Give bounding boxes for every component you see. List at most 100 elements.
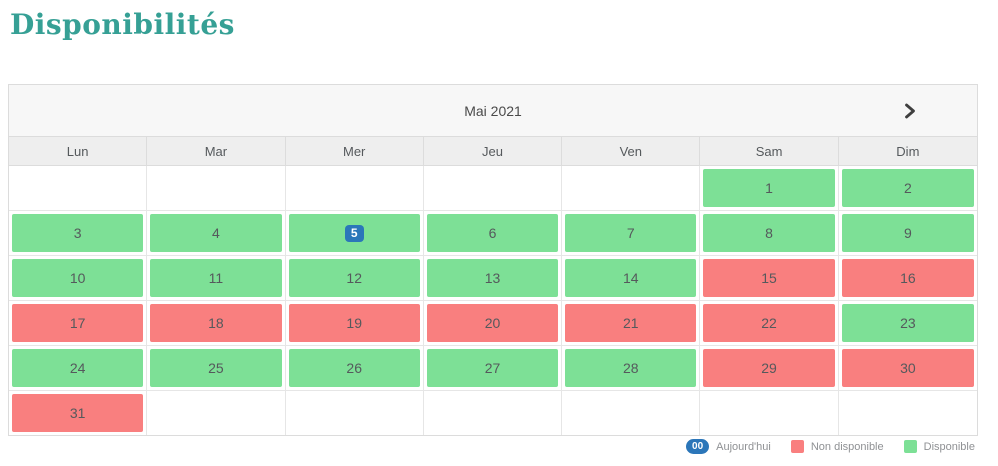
today-badge: 5 bbox=[344, 224, 364, 242]
day-21-unavailable[interactable]: 21 bbox=[565, 304, 697, 342]
day-28-available[interactable]: 28 bbox=[565, 349, 697, 387]
weekday-label-lun: Lun bbox=[9, 137, 148, 165]
day-27-available[interactable]: 27 bbox=[426, 349, 559, 387]
day-cell: 23 bbox=[839, 301, 977, 345]
week-row: 31 bbox=[9, 391, 977, 435]
day-16-unavailable[interactable]: 16 bbox=[841, 259, 974, 297]
day-14-available[interactable]: 14 bbox=[565, 259, 697, 297]
day-19-unavailable[interactable]: 19 bbox=[288, 304, 420, 342]
next-month-button[interactable] bbox=[899, 100, 921, 122]
day-cell: 27 bbox=[424, 346, 563, 390]
weekday-label-sam: Sam bbox=[700, 137, 839, 165]
day-cell: 17 bbox=[9, 301, 148, 345]
day-4-available[interactable]: 4 bbox=[150, 214, 282, 252]
day-10-available[interactable]: 10 bbox=[12, 259, 144, 297]
day-cell: 26 bbox=[286, 346, 424, 390]
empty-day-cell bbox=[9, 166, 148, 210]
day-13-available[interactable]: 13 bbox=[426, 259, 559, 297]
day-2-available[interactable]: 2 bbox=[841, 169, 974, 207]
day-cell: 19 bbox=[286, 301, 424, 345]
day-cell: 11 bbox=[147, 256, 286, 300]
legend-unavailable-label: Non disponible bbox=[810, 440, 884, 453]
day-cell: 13 bbox=[424, 256, 563, 300]
day-9-available[interactable]: 9 bbox=[841, 214, 974, 252]
empty-day-cell bbox=[147, 166, 286, 210]
day-31-unavailable[interactable]: 31 bbox=[12, 394, 144, 432]
today-badge-icon: 00 bbox=[686, 439, 710, 454]
day-cell: 1 bbox=[700, 166, 839, 210]
weekday-label-ven: Ven bbox=[562, 137, 701, 165]
empty-day-cell bbox=[286, 391, 424, 435]
day-cell: 28 bbox=[562, 346, 701, 390]
day-1-available[interactable]: 1 bbox=[703, 169, 835, 207]
day-11-available[interactable]: 11 bbox=[150, 259, 282, 297]
day-cell: 15 bbox=[700, 256, 839, 300]
day-30-unavailable[interactable]: 30 bbox=[841, 349, 974, 387]
day-25-available[interactable]: 25 bbox=[150, 349, 282, 387]
empty-day-cell bbox=[147, 391, 286, 435]
legend-available-label: Disponible bbox=[923, 440, 975, 453]
day-cell: 8 bbox=[700, 211, 839, 255]
day-cell: 4 bbox=[147, 211, 286, 255]
empty-day-cell bbox=[424, 166, 563, 210]
day-20-unavailable[interactable]: 20 bbox=[426, 304, 559, 342]
day-cell: 5 bbox=[286, 211, 424, 255]
legend-item-available: Disponible bbox=[903, 440, 975, 453]
day-12-available[interactable]: 12 bbox=[288, 259, 420, 297]
empty-day-cell bbox=[562, 166, 701, 210]
day-26-available[interactable]: 26 bbox=[288, 349, 420, 387]
day-cell: 7 bbox=[562, 211, 701, 255]
day-cell: 14 bbox=[562, 256, 701, 300]
day-8-available[interactable]: 8 bbox=[703, 214, 835, 252]
day-cell: 2 bbox=[839, 166, 977, 210]
page-title: Disponibilités bbox=[10, 8, 235, 41]
day-5-available[interactable]: 5 bbox=[288, 214, 420, 252]
day-cell: 30 bbox=[839, 346, 977, 390]
day-24-available[interactable]: 24 bbox=[12, 349, 144, 387]
legend-item-unavailable: Non disponible bbox=[790, 440, 884, 453]
day-cell: 25 bbox=[147, 346, 286, 390]
day-23-available[interactable]: 23 bbox=[841, 304, 974, 342]
legend-today-label: Aujourd'hui bbox=[716, 440, 771, 453]
day-cell: 22 bbox=[700, 301, 839, 345]
day-cell: 20 bbox=[424, 301, 563, 345]
available-swatch-icon bbox=[903, 440, 917, 453]
empty-day-cell bbox=[286, 166, 424, 210]
day-cell: 3 bbox=[9, 211, 148, 255]
day-7-available[interactable]: 7 bbox=[565, 214, 697, 252]
empty-day-cell bbox=[424, 391, 563, 435]
legend-item-today: 00 Aujourd'hui bbox=[686, 439, 771, 454]
day-cell: 12 bbox=[286, 256, 424, 300]
weekday-label-mer: Mer bbox=[286, 137, 424, 165]
day-22-unavailable[interactable]: 22 bbox=[703, 304, 835, 342]
day-cell: 18 bbox=[147, 301, 286, 345]
day-17-unavailable[interactable]: 17 bbox=[12, 304, 144, 342]
calendar-month-bar: Mai 2021 bbox=[9, 85, 977, 137]
legend: 00 Aujourd'hui Non disponible Disponible bbox=[686, 439, 975, 454]
unavailable-swatch-icon bbox=[790, 440, 804, 453]
weekday-label-mar: Mar bbox=[147, 137, 286, 165]
day-15-unavailable[interactable]: 15 bbox=[703, 259, 835, 297]
week-row: 24 25 26 27 28 29 30 bbox=[9, 346, 977, 391]
day-cell: 16 bbox=[839, 256, 977, 300]
day-6-available[interactable]: 6 bbox=[426, 214, 559, 252]
chevron-right-icon bbox=[904, 103, 916, 119]
week-row: 17 18 19 20 21 22 23 bbox=[9, 301, 977, 346]
day-cell: 9 bbox=[839, 211, 977, 255]
month-label: Mai 2021 bbox=[464, 102, 522, 119]
day-3-available[interactable]: 3 bbox=[12, 214, 144, 252]
day-cell: 24 bbox=[9, 346, 148, 390]
empty-day-cell bbox=[700, 391, 839, 435]
day-29-unavailable[interactable]: 29 bbox=[703, 349, 835, 387]
day-cell: 29 bbox=[700, 346, 839, 390]
day-cell: 10 bbox=[9, 256, 148, 300]
weekday-label-dim: Dim bbox=[896, 143, 920, 159]
day-cell: 21 bbox=[562, 301, 701, 345]
day-cell: 6 bbox=[424, 211, 563, 255]
day-18-unavailable[interactable]: 18 bbox=[150, 304, 282, 342]
weekday-row: Lun Mar Mer Jeu Ven Sam Dim bbox=[9, 137, 977, 166]
calendar-weeks: 1 2 3 4 5 6 7 8 9 10 11 12 13 14 15 16 17 18 19 20 21 22 23 24 2… bbox=[9, 166, 977, 435]
